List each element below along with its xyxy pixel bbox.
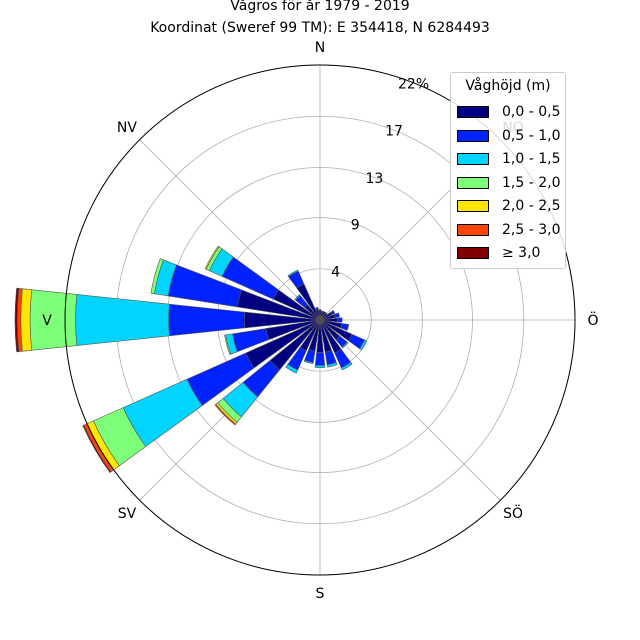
rose-wedge (314, 364, 326, 369)
rose-wedge (315, 307, 319, 311)
rose-wedge (224, 334, 232, 356)
legend-item: ≥ 3,0 (457, 243, 540, 263)
legend-label: 2,5 - 3,0 (502, 221, 561, 238)
direction-label-3: SÖ (503, 504, 523, 522)
legend-swatch (457, 106, 489, 118)
legend-item: 1,0 - 1,5 (457, 149, 560, 169)
legend-item: 2,0 - 2,5 (457, 196, 560, 216)
direction-label-4: S (316, 586, 325, 602)
legend-label: 0,5 - 1,0 (502, 127, 561, 144)
rose-wedge (326, 362, 338, 368)
rose-wedge (285, 363, 299, 374)
legend-item: 2,5 - 3,0 (457, 220, 560, 240)
legend-label: 1,0 - 1,5 (502, 151, 561, 167)
legend-label: 1,5 - 2,0 (502, 174, 561, 191)
chart-subtitle: Koordinat (Sweref 99 TM): E 354418, N 62… (150, 20, 490, 36)
rose-wedge (318, 309, 322, 312)
legend-swatch (457, 247, 489, 259)
rose-wedge (214, 403, 237, 426)
radial-tick-label: 13 (365, 171, 383, 187)
rose-wedge (329, 310, 336, 316)
rose-wedge (340, 323, 350, 331)
legend-swatch (457, 200, 489, 212)
legend-label: ≥ 3,0 (502, 245, 541, 261)
direction-label-5: SV (118, 506, 137, 522)
radial-tick-label: 9 (351, 217, 360, 233)
rose-wedge (320, 310, 324, 313)
rose-wedge (168, 303, 246, 337)
rose-wedge (303, 359, 314, 365)
legend-swatch (457, 129, 489, 142)
rose-wedge (314, 352, 326, 366)
rose-wedge (75, 294, 170, 346)
rose-wedge (340, 361, 353, 371)
direction-label-6: V (42, 313, 52, 329)
grid-spoke (139, 139, 321, 321)
legend-item: 0,5 - 1,0 (457, 126, 560, 146)
radial-tick-label: 4 (331, 265, 340, 281)
rose-wedge (29, 289, 78, 351)
grid-spoke (319, 319, 501, 501)
legend-title: Våghöjd (m) (465, 78, 551, 94)
legend-swatch (457, 153, 489, 165)
legend-swatch (457, 223, 489, 236)
direction-label-2: Ö (587, 311, 598, 329)
direction-label-7: NV (117, 120, 137, 136)
rose-wedge (204, 245, 220, 270)
legend-item: 1,5 - 2,0 (457, 173, 560, 193)
radial-tick-label: 22% (398, 76, 429, 92)
rose-wedge (82, 424, 112, 474)
chart-title: Vågros för år 1979 - 2019 (230, 0, 410, 14)
outer-ring (64, 64, 576, 576)
rose-wedge (287, 269, 299, 278)
rose-wedge (359, 339, 368, 351)
legend-item: 0,0 - 0,5 (457, 102, 560, 122)
legend: Våghöjd (m) 0,0 - 0,5 0,5 - 1,0 1,0 - 1,5 1… (450, 72, 566, 269)
legend-swatch (457, 176, 489, 189)
rose-wedge (150, 258, 164, 295)
rose-wedge (333, 312, 340, 318)
direction-label-0: N (315, 40, 325, 56)
rose-wedge (14, 287, 20, 353)
legend-label: 0,0 - 0,5 (502, 104, 561, 120)
rose-wedge (20, 288, 32, 352)
rose-wedge (337, 317, 343, 323)
legend-label: 2,0 - 2,5 (502, 198, 561, 214)
rose-wedge (341, 341, 349, 349)
rose-wedge (294, 294, 301, 301)
radial-tick-label: 17 (385, 124, 403, 140)
